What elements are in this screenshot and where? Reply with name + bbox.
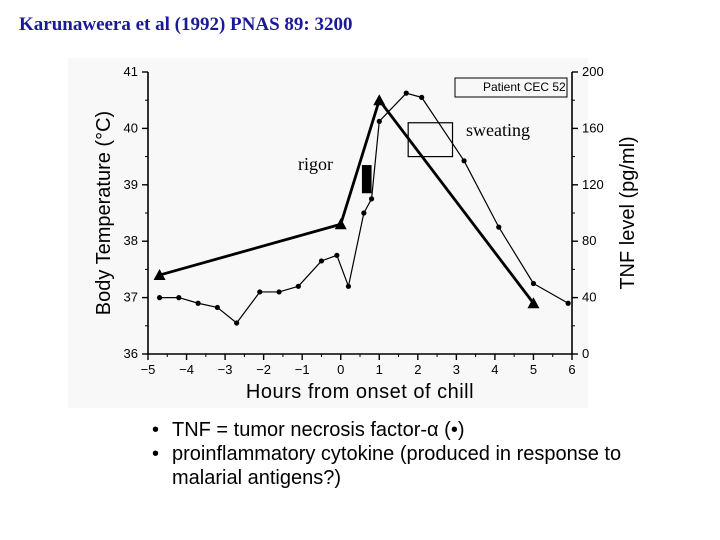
y-tick-label-left: 36 [124, 346, 138, 361]
x-tick-label: −3 [218, 362, 233, 377]
tnf-line [159, 92, 569, 324]
x-tick-label: 6 [568, 362, 575, 377]
tnf-point [214, 304, 220, 311]
y-axis-title-left: Body Temperature (°C) [93, 111, 115, 315]
y-tick-label-right: 160 [582, 120, 604, 135]
slide-title: Karunaweera et al (1992) PNAS 89: 3200 [19, 14, 353, 35]
bullet-tnf-definition: TNF = tumor necrosis factor-α (•) [152, 418, 622, 442]
annotation-sweating: sweating [466, 120, 530, 140]
y-tick-label-right: 200 [582, 64, 604, 79]
y-axis-title-right: TNF level (pg/ml) [617, 136, 639, 289]
tnf-point [461, 158, 467, 164]
tnf-point [176, 295, 182, 301]
y-tick-label-left: 39 [124, 177, 138, 192]
chart-series [153, 90, 571, 326]
tnf-point [318, 258, 325, 264]
temperature-point [527, 297, 540, 309]
temperature-point [334, 218, 347, 230]
tnf-point [361, 210, 367, 216]
tnf-point [530, 280, 537, 287]
x-tick-label: −1 [295, 362, 310, 377]
x-axis-title: Hours from onset of chill [246, 381, 474, 403]
x-tick-label: 2 [414, 362, 421, 377]
x-tick-label: −5 [141, 362, 156, 377]
tnf-point [565, 300, 571, 306]
tnf-point [156, 295, 163, 301]
temperature-point [153, 269, 166, 281]
tnf-point [376, 118, 382, 124]
x-tick-label: 4 [491, 362, 498, 377]
legend-patient-box [454, 77, 568, 98]
tnf-point [419, 94, 425, 100]
bullet-list: TNF = tumor necrosis factor-α (•) proinf… [152, 418, 622, 490]
x-tick-label: 0 [337, 362, 344, 377]
tnf-point [345, 283, 352, 289]
tnf-point [403, 90, 409, 96]
chart-labels: −5 −4 −3 −2 −1 0 1 2 3 4 5 6 36 37 38 39 40 41 0 40 80 120 160… [93, 64, 639, 403]
tnf-point [368, 196, 375, 202]
x-tick-label: −4 [179, 362, 194, 377]
tnf-point [334, 252, 340, 258]
y-tick-label-right: 40 [582, 290, 596, 305]
x-tick-label: 3 [453, 362, 460, 377]
tnf-point [234, 320, 240, 326]
y-tick-label-left: 38 [124, 233, 138, 248]
x-tick-label: −2 [256, 362, 271, 377]
y-tick-label-right: 0 [582, 346, 589, 361]
x-tick-label: 1 [376, 362, 383, 377]
x-tick-label: 5 [530, 362, 537, 377]
temperature-point [373, 94, 386, 106]
tnf-point [257, 289, 263, 295]
y-tick-label-left: 40 [124, 120, 138, 135]
legend-patient-label: Patient CEC 52 [483, 80, 566, 94]
tnf-point [195, 300, 201, 306]
chart-background [68, 58, 588, 408]
chart-axes [142, 71, 578, 360]
y-tick-label-right: 120 [582, 177, 604, 192]
tnf-point [276, 289, 282, 295]
annotation-rigor: rigor [298, 154, 333, 174]
temperature-line [159, 98, 535, 305]
y-tick-label-left: 41 [124, 64, 138, 79]
tnf-point [295, 283, 301, 289]
y-tick-label-right: 80 [582, 233, 596, 248]
fever-tnf-chart: −5 −4 −3 −2 −1 0 1 2 3 4 5 6 36 37 38 39 40 41 0 40 80 120 160… [68, 58, 639, 408]
tnf-point [496, 224, 502, 230]
bullet-cytokine-description: proinflammatory cytokine (produced in re… [152, 442, 622, 490]
rigor-marker-box [361, 165, 372, 194]
y-tick-label-left: 37 [124, 290, 138, 305]
